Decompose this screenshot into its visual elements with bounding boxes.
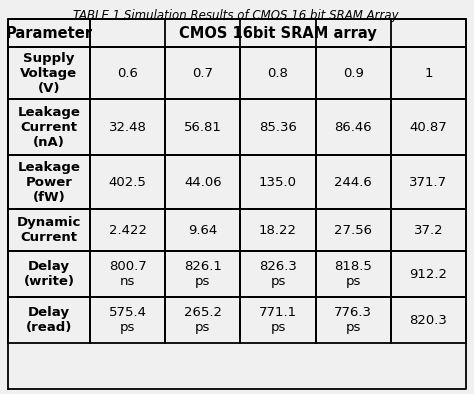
Text: 0.6: 0.6 bbox=[117, 67, 138, 80]
Text: 402.5: 402.5 bbox=[109, 175, 146, 188]
Text: 86.46: 86.46 bbox=[334, 121, 372, 134]
Text: Dynamic
Current: Dynamic Current bbox=[17, 216, 81, 244]
Text: 18.22: 18.22 bbox=[259, 223, 297, 236]
Text: 771.1
ps: 771.1 ps bbox=[259, 306, 297, 334]
Text: 1: 1 bbox=[424, 67, 433, 80]
Text: 0.7: 0.7 bbox=[192, 67, 213, 80]
Text: 0.9: 0.9 bbox=[343, 67, 364, 80]
Text: 265.2
ps: 265.2 ps bbox=[184, 306, 222, 334]
Text: 85.36: 85.36 bbox=[259, 121, 297, 134]
Text: 776.3
ps: 776.3 ps bbox=[334, 306, 372, 334]
Text: 371.7: 371.7 bbox=[410, 175, 447, 188]
Text: 44.06: 44.06 bbox=[184, 175, 222, 188]
Text: 2.422: 2.422 bbox=[109, 223, 146, 236]
Text: 575.4
ps: 575.4 ps bbox=[109, 306, 146, 334]
Text: CMOS 16bit SRAM array: CMOS 16bit SRAM array bbox=[179, 26, 377, 41]
Text: 826.3
ps: 826.3 ps bbox=[259, 260, 297, 288]
Text: TABLE 1 Simulation Results of CMOS 16 bit SRAM Array.: TABLE 1 Simulation Results of CMOS 16 bi… bbox=[73, 9, 401, 22]
Text: 826.1
ps: 826.1 ps bbox=[184, 260, 222, 288]
Text: 912.2: 912.2 bbox=[410, 268, 447, 281]
Text: 40.87: 40.87 bbox=[410, 121, 447, 134]
Text: 32.48: 32.48 bbox=[109, 121, 146, 134]
Text: Supply
Voltage
(V): Supply Voltage (V) bbox=[20, 52, 78, 95]
Text: 9.64: 9.64 bbox=[188, 223, 218, 236]
Text: Leakage
Current
(nA): Leakage Current (nA) bbox=[18, 106, 81, 149]
Text: Delay
(write): Delay (write) bbox=[24, 260, 74, 288]
Text: 244.6: 244.6 bbox=[334, 175, 372, 188]
Text: 37.2: 37.2 bbox=[414, 223, 443, 236]
Text: 818.5
ps: 818.5 ps bbox=[334, 260, 372, 288]
Text: 56.81: 56.81 bbox=[184, 121, 222, 134]
Text: Delay
(read): Delay (read) bbox=[26, 306, 72, 334]
Text: Leakage
Power
(fW): Leakage Power (fW) bbox=[18, 160, 81, 203]
Text: 800.7
ns: 800.7 ns bbox=[109, 260, 146, 288]
Text: 135.0: 135.0 bbox=[259, 175, 297, 188]
Text: Parameter: Parameter bbox=[6, 26, 92, 41]
Text: 0.8: 0.8 bbox=[267, 67, 289, 80]
Text: 27.56: 27.56 bbox=[334, 223, 372, 236]
Text: 820.3: 820.3 bbox=[410, 314, 447, 327]
